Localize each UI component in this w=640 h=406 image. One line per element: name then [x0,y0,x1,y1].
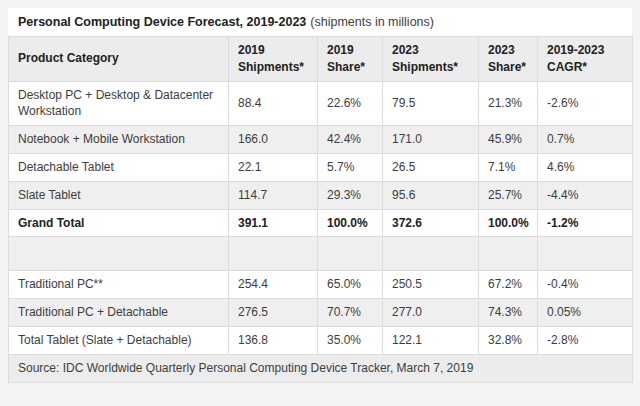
empty-cell [538,237,633,271]
cell-2019-share: 35.0% [318,326,383,354]
cell-cagr: -0.4% [538,271,633,299]
page: Personal Computing Device Forecast, 2019… [0,0,640,391]
cell-2023-share: 67.2% [479,271,538,299]
column-header-2023-shipments: 2023 Shipments* [383,37,479,82]
cell-2023-shipments: 79.5 [383,81,479,126]
forecast-table: Product Category 2019 Shipments* 2019 Sh… [8,36,633,383]
cell-2023-shipments: 250.5 [383,271,479,299]
cell-cagr: 4.6% [538,153,633,181]
cell-2023-share: 7.1% [479,153,538,181]
title-text: Personal Computing Device Forecast, 2019… [18,15,306,29]
empty-cell [318,237,383,271]
source-row: Source: IDC Worldwide Quarterly Personal… [9,354,633,382]
column-header-cagr: 2019-2023 CAGR* [538,37,633,82]
source-note: Source: IDC Worldwide Quarterly Personal… [9,354,633,382]
cell-2023-shipments: 26.5 [383,153,479,181]
cell-2023-shipments: 122.1 [383,326,479,354]
cell-2019-shipments: 114.7 [229,181,318,209]
cell-2023-share: 74.3% [479,299,538,327]
cell-2019-share: 5.7% [318,153,383,181]
cell-2019-share: 70.7% [318,299,383,327]
title-subtitle: (shipments in millions) [310,15,434,29]
cell-category: Notebook + Mobile Workstation [9,126,229,154]
cell-category: Slate Tablet [9,181,229,209]
table-body: Desktop PC + Desktop & Datacenter Workst… [9,81,633,354]
column-header-product-category: Product Category [9,37,229,82]
cell-category: Traditional PC + Detachable [9,299,229,327]
cell-2023-share: 21.3% [479,81,538,126]
cell-2019-shipments: 136.8 [229,326,318,354]
column-header-2019-shipments: 2019 Shipments* [229,37,318,82]
cell-2023-share: 100.0% [479,209,538,237]
cell-2019-shipments: 276.5 [229,299,318,327]
cell-category: Total Tablet (Slate + Detachable) [9,326,229,354]
cell-2023-shipments: 372.6 [383,209,479,237]
cell-2019-shipments: 166.0 [229,126,318,154]
cell-cagr: -2.6% [538,81,633,126]
spacer-row [9,237,633,271]
header-row: Product Category 2019 Shipments* 2019 Sh… [9,37,633,82]
table-footer: Source: IDC Worldwide Quarterly Personal… [9,354,633,382]
table-row-total-tablet: Total Tablet (Slate + Detachable) 136.8 … [9,326,633,354]
table-row-notebook: Notebook + Mobile Workstation 166.0 42.4… [9,126,633,154]
column-header-2019-share: 2019 Share* [318,37,383,82]
cell-2019-share: 65.0% [318,271,383,299]
column-header-2023-share: 2023 Share* [479,37,538,82]
cell-2019-shipments: 391.1 [229,209,318,237]
cell-2019-share: 22.6% [318,81,383,126]
cell-cagr: -1.2% [538,209,633,237]
empty-cell [229,237,318,271]
cell-2023-shipments: 95.6 [383,181,479,209]
cell-category: Traditional PC** [9,271,229,299]
cell-2019-share: 100.0% [318,209,383,237]
table-row-traditional-pc: Traditional PC** 254.4 65.0% 250.5 67.2%… [9,271,633,299]
table-row-traditional-pc-detachable: Traditional PC + Detachable 276.5 70.7% … [9,299,633,327]
table-header: Product Category 2019 Shipments* 2019 Sh… [9,37,633,82]
cell-2019-share: 42.4% [318,126,383,154]
cell-category: Desktop PC + Desktop & Datacenter Workst… [9,81,229,126]
cell-2023-shipments: 171.0 [383,126,479,154]
empty-cell [9,237,229,271]
cell-2023-share: 45.9% [479,126,538,154]
cell-category: Detachable Tablet [9,153,229,181]
cell-2019-shipments: 254.4 [229,271,318,299]
table-row-grand-total: Grand Total 391.1 100.0% 372.6 100.0% -1… [9,209,633,237]
cell-2019-shipments: 22.1 [229,153,318,181]
cell-2023-share: 25.7% [479,181,538,209]
cell-2019-share: 29.3% [318,181,383,209]
cell-2023-share: 32.8% [479,326,538,354]
empty-cell [479,237,538,271]
cell-category: Grand Total [9,209,229,237]
table-row-slate-tablet: Slate Tablet 114.7 29.3% 95.6 25.7% -4.4… [9,181,633,209]
page-title: Personal Computing Device Forecast, 2019… [8,8,632,36]
empty-cell [383,237,479,271]
table-row-detachable-tablet: Detachable Tablet 22.1 5.7% 26.5 7.1% 4.… [9,153,633,181]
cell-cagr: 0.05% [538,299,633,327]
cell-cagr: -2.8% [538,326,633,354]
table-row-desktop-pc: Desktop PC + Desktop & Datacenter Workst… [9,81,633,126]
cell-cagr: -4.4% [538,181,633,209]
cell-2023-shipments: 277.0 [383,299,479,327]
cell-cagr: 0.7% [538,126,633,154]
cell-2019-shipments: 88.4 [229,81,318,126]
